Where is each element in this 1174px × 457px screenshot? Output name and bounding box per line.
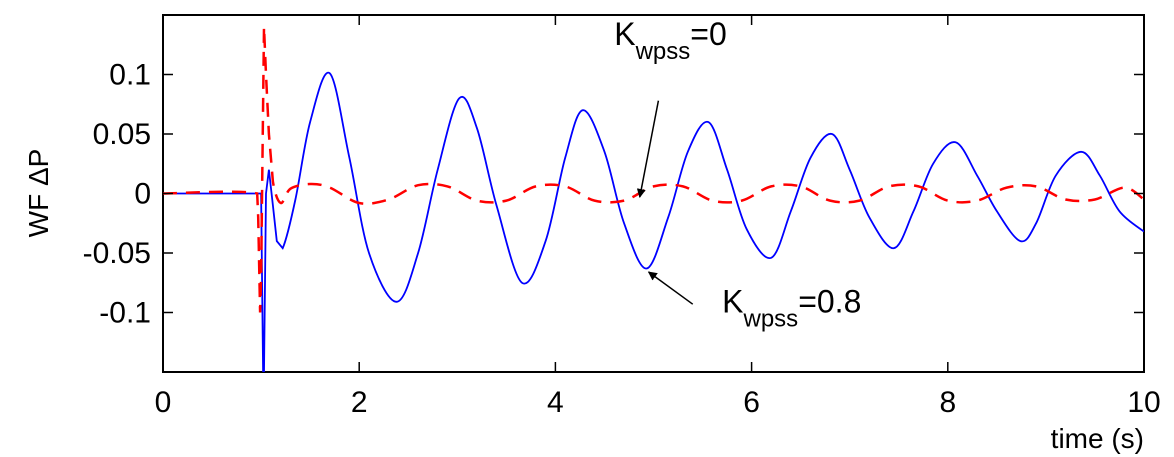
y-tick-label-4: -0.1: [99, 297, 151, 330]
x-tick-label-1: 2: [351, 386, 368, 419]
y-tick-label-3: -0.05: [83, 237, 151, 270]
y-tick-label-1: 0.05: [93, 118, 151, 151]
y-tick-label-0: 0.1: [109, 59, 151, 92]
annotation-label-1: Kwpss=0.8: [722, 284, 861, 333]
series-layer: [163, 26, 1144, 372]
y-tick-label-2: 0: [134, 178, 151, 211]
ticks-layer: 0 2 4 6 8 10 0.1 0.05 0 -0.05 -0.1: [83, 15, 1161, 419]
annotation-layer: Kwpss=0 Kwpss=0.8: [614, 16, 861, 333]
x-tick-label-3: 6: [743, 386, 760, 419]
x-tick-label-4: 8: [939, 386, 956, 419]
annotation-label-0: Kwpss=0: [614, 16, 727, 65]
x-tick-label-2: 4: [547, 386, 564, 419]
series-line-1: [163, 26, 1144, 313]
x-tick-label-0: 0: [155, 386, 172, 419]
annotation-arrow-0: [636, 100, 660, 198]
y-axis-label: WF ΔP: [23, 149, 54, 238]
x-tick-label-5: 10: [1127, 386, 1160, 419]
annotation-arrow-1: [647, 271, 694, 305]
x-axis-label: time (s): [1051, 423, 1144, 454]
plot-area: [162, 14, 1145, 373]
series-line-0: [163, 71, 1144, 372]
